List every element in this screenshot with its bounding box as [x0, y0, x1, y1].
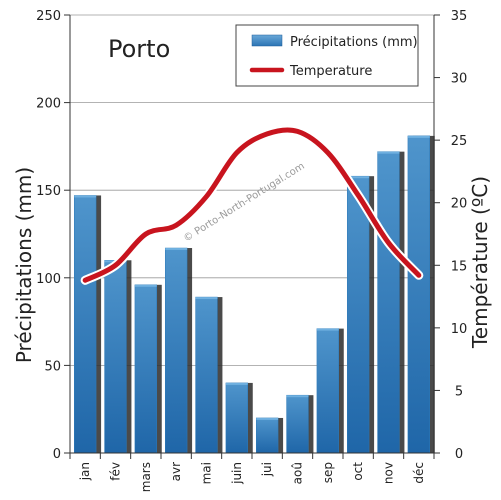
x-tick-label: aoû — [291, 462, 305, 484]
x-tick-label: fév — [109, 462, 123, 481]
bar — [164, 247, 188, 454]
y2-tick-label: 35 — [451, 9, 468, 24]
y2-tick-label: 15 — [451, 259, 468, 274]
bar — [316, 328, 340, 454]
x-tick-label: jan — [78, 462, 92, 481]
bar-top-highlight — [256, 417, 279, 420]
bar — [225, 382, 249, 454]
bar-top-highlight — [347, 176, 370, 179]
y2-axis-title: Température (ºC) — [468, 176, 492, 349]
y2-tick-label: 10 — [451, 322, 468, 337]
bar-top-highlight — [165, 248, 188, 251]
bar-top-highlight — [377, 151, 400, 154]
left-axis-ticks: 0 50 100 150 200 250 — [36, 9, 70, 462]
bar-top-highlight — [407, 135, 430, 138]
bar-top-highlight — [316, 328, 339, 331]
temperature-line-path — [82, 127, 422, 283]
y2-tick-label: 20 — [451, 197, 468, 212]
legend: Précipitations (mm) Temperature — [235, 24, 419, 87]
bar-top-highlight — [134, 284, 157, 287]
y-tick-label: 100 — [36, 272, 61, 287]
right-axis-ticks: 0 5 10 15 20 25 30 35 — [434, 9, 467, 462]
bar — [73, 195, 97, 454]
y-tick-label: 0 — [53, 447, 61, 462]
bar — [286, 394, 309, 454]
y2-tick-label: 25 — [451, 134, 468, 149]
y-tick-label: 200 — [36, 97, 61, 112]
bar — [104, 260, 127, 454]
y2-tick-label: 0 — [455, 447, 463, 462]
bar-top-highlight — [195, 297, 218, 300]
y-axis-title: Précipitations (mm) — [12, 167, 36, 363]
chart-title: Porto — [108, 35, 170, 63]
y-tick-label: 150 — [36, 184, 61, 199]
x-tick-label: avr — [169, 462, 183, 481]
bar-top-highlight — [225, 382, 248, 385]
x-tick-label: jui — [260, 462, 274, 477]
category-labels: jan fév mars avr mai juin jui aoû sep oct nov déc — [78, 462, 426, 493]
bar — [407, 135, 431, 454]
precipitation-bars — [73, 135, 435, 454]
legend-swatch-precipitation — [251, 34, 283, 47]
x-tick-label: mars — [139, 462, 153, 492]
x-tick-label: sep — [321, 462, 335, 483]
y2-tick-label: 30 — [451, 72, 468, 87]
bar — [377, 151, 400, 454]
axes — [69, 15, 435, 459]
bar — [195, 296, 218, 454]
x-tick-label: oct — [351, 462, 365, 481]
legend-label-precipitation: Précipitations (mm) — [290, 35, 418, 50]
bar — [255, 417, 279, 454]
bar — [346, 175, 370, 454]
y-tick-label: 50 — [44, 359, 61, 374]
x-tick-label: déc — [412, 462, 426, 484]
bar-top-highlight — [286, 395, 309, 398]
x-tick-label: mai — [200, 462, 214, 484]
x-tick-label: nov — [382, 462, 396, 484]
y-tick-label: 250 — [36, 9, 61, 24]
legend-label-temperature: Temperature — [289, 64, 372, 79]
temperature-line — [80, 125, 424, 285]
x-tick-label: juin — [230, 462, 244, 485]
bar — [134, 284, 158, 454]
y2-tick-label: 5 — [455, 384, 463, 399]
bar-top-highlight — [74, 195, 97, 198]
